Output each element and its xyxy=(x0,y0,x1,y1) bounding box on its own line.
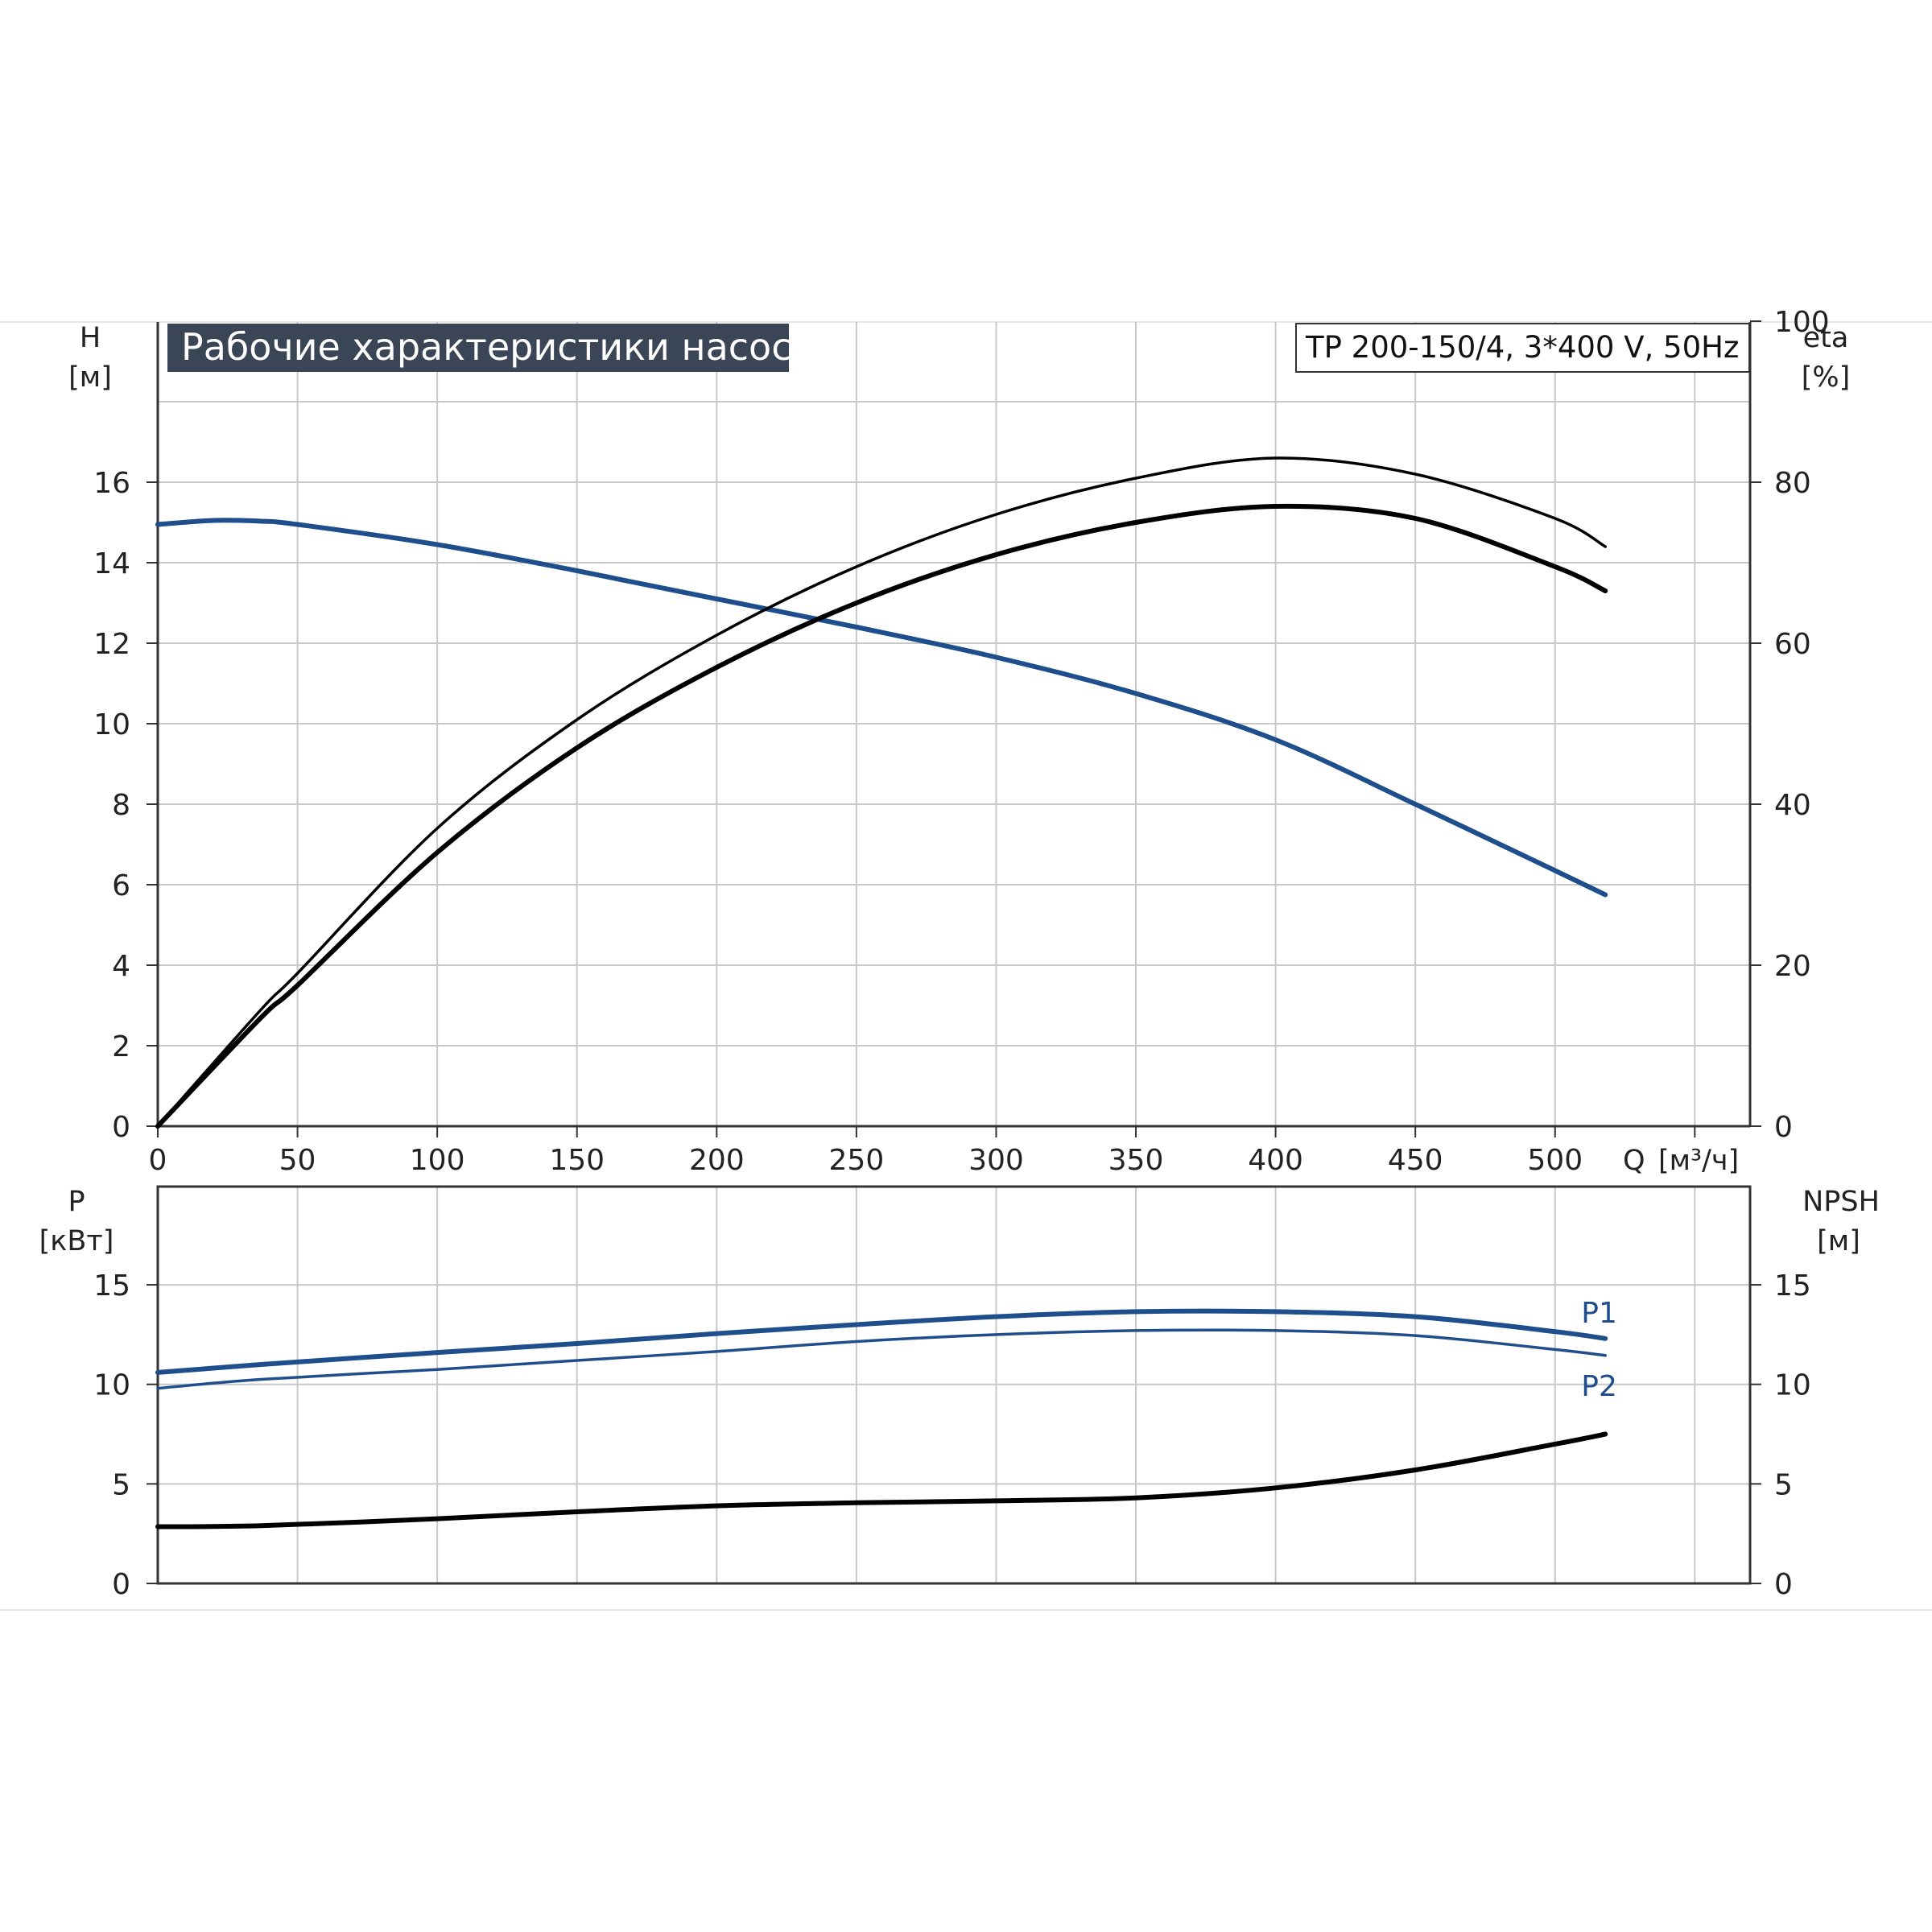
series-line-1-2 xyxy=(155,1431,1608,1530)
series-label-p1: P1 xyxy=(1581,1297,1617,1330)
y-tick-label: 5 xyxy=(112,1468,130,1501)
top-tick-labels: 0 2 4 6 8 10 12 14 16 0 20 40 60 80 100 0 50 100 150 200 250… xyxy=(93,306,1830,1177)
y2-tick-label: 60 xyxy=(1774,628,1811,661)
y2-label-npsh: NPSH xyxy=(1802,1186,1880,1218)
y-tick-label: 4 xyxy=(112,950,130,983)
x-unit-q: [м³/ч] xyxy=(1658,1145,1739,1177)
series-line-0-2 xyxy=(155,503,1608,1129)
y-tick-label: 12 xyxy=(93,628,130,661)
y2-tick-label: 80 xyxy=(1774,467,1811,500)
x-tick-label: 450 xyxy=(1388,1144,1443,1177)
x-tick-label: 50 xyxy=(279,1144,316,1177)
y2-tick-label: 5 xyxy=(1774,1468,1793,1501)
x-tick-label: 400 xyxy=(1248,1144,1303,1177)
y2-tick-label: 10 xyxy=(1774,1369,1811,1402)
y-tick-label: 0 xyxy=(112,1111,130,1144)
chart-title: Рабочие характеристики насоса xyxy=(181,325,815,369)
y2-label-eta: eta xyxy=(1803,322,1849,354)
model-label: TP 200-150/4, 3*400 V, 50Hz xyxy=(1305,330,1739,365)
y-tick-label: 6 xyxy=(112,869,130,902)
y2-tick-label: 0 xyxy=(1774,1111,1793,1144)
y-tick-label: 0 xyxy=(112,1568,130,1601)
x-tick-label: 100 xyxy=(410,1144,465,1177)
x-tick-label: 0 xyxy=(149,1144,167,1177)
x-tick-label: 300 xyxy=(968,1144,1024,1177)
y-tick-label: 14 xyxy=(93,547,130,580)
series-line-0-0 xyxy=(155,518,1608,898)
y-unit-h: [м] xyxy=(68,361,112,394)
x-label-q: Q xyxy=(1623,1145,1645,1177)
x-tick-label: 250 xyxy=(829,1144,885,1177)
x-tick-label: 350 xyxy=(1108,1144,1164,1177)
y2-tick-label: 100 xyxy=(1774,306,1830,339)
x-tick-label: 200 xyxy=(689,1144,745,1177)
bottom-grid xyxy=(158,1187,1750,1584)
y-tick-label: 16 xyxy=(93,467,130,500)
y-tick-label: 15 xyxy=(93,1269,130,1302)
series-line-1-0 xyxy=(155,1308,1608,1375)
top-grid xyxy=(158,322,1750,1127)
series-line-0-1 xyxy=(156,456,1607,1128)
y-label-h: H xyxy=(80,322,101,354)
y2-tick-label: 20 xyxy=(1774,950,1811,983)
x-tick-label: 150 xyxy=(549,1144,605,1177)
series-line-1-1 xyxy=(156,1328,1607,1390)
y2-unit-eta: [%] xyxy=(1802,361,1851,394)
y-tick-label: 8 xyxy=(112,789,130,822)
y2-tick-label: 15 xyxy=(1774,1269,1811,1302)
title-box xyxy=(167,324,789,372)
y-tick-label: 10 xyxy=(93,708,130,741)
x-tick-label: 500 xyxy=(1527,1144,1583,1177)
bottom-tick-labels: 0 5 10 15 0 5 10 15 xyxy=(93,1269,1811,1601)
y2-unit-npsh: [м] xyxy=(1817,1225,1860,1257)
series-label-p2: P2 xyxy=(1581,1370,1617,1403)
top-series xyxy=(155,456,1608,1129)
y-label-p: P xyxy=(68,1186,85,1218)
y2-tick-label: 0 xyxy=(1774,1568,1793,1601)
y-tick-label: 10 xyxy=(93,1369,130,1402)
y2-tick-label: 40 xyxy=(1774,789,1811,822)
y-unit-p: [кВт] xyxy=(39,1225,114,1257)
bottom-series: P1 P2 xyxy=(155,1297,1617,1530)
y-tick-label: 2 xyxy=(112,1030,130,1063)
model-box xyxy=(1295,323,1750,373)
